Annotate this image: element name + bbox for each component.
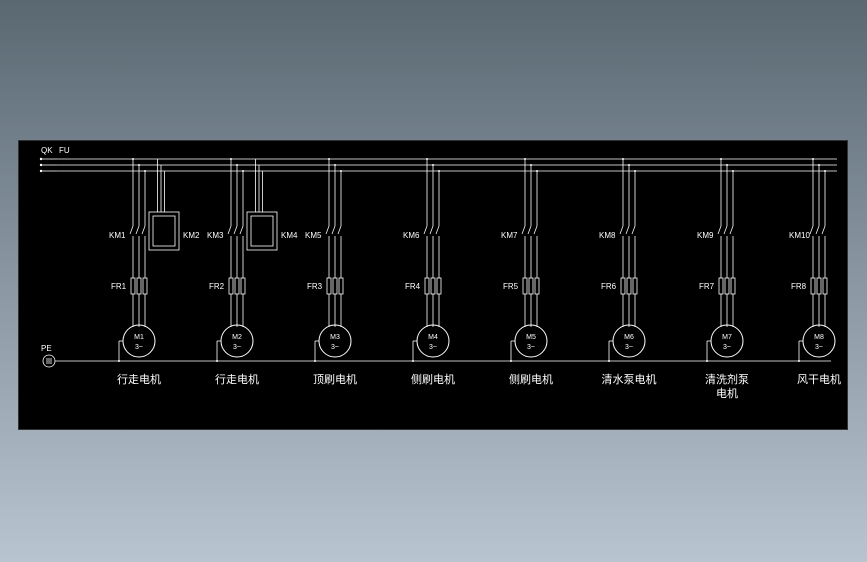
motor-6 — [711, 325, 743, 357]
motor-2 — [319, 325, 351, 357]
km-label-2: KM5 — [305, 231, 322, 240]
km-label-7: KM10 — [789, 231, 810, 240]
motor-name-5: 清水泵电机 — [602, 372, 657, 386]
motor-id-6: M7 — [722, 334, 732, 341]
motor-phase-3: 3~ — [429, 344, 437, 351]
km-label-1: KM3 — [207, 231, 224, 240]
motor-0 — [123, 325, 155, 357]
motor-id-7: M8 — [814, 334, 824, 341]
motor-phase-2: 3~ — [331, 344, 339, 351]
fr-label-5: FR6 — [601, 282, 617, 291]
motor-phase-6: 3~ — [723, 344, 731, 351]
motor-id-5: M6 — [624, 334, 634, 341]
km2-label-0: KM2 — [183, 231, 200, 240]
km-label-6: KM9 — [697, 231, 714, 240]
motor-1 — [221, 325, 253, 357]
bus-label-fu: FU — [59, 146, 70, 155]
motor-3 — [417, 325, 449, 357]
motor-5 — [613, 325, 645, 357]
motor-id-2: M3 — [330, 334, 340, 341]
motor-id-3: M4 — [428, 334, 438, 341]
schematic-panel: QK FU PE KM1 KM2 FR1 M1 3~ 行走电机 KM3 KM4 FR2 M2 3~ 行走电机… — [18, 140, 848, 430]
fr-label-4: FR5 — [503, 282, 519, 291]
motor-name-2: 顶刷电机 — [313, 372, 357, 386]
motor-name-7: 风干电机 — [797, 372, 841, 386]
km2-label-1: KM4 — [281, 231, 298, 240]
motor-phase-5: 3~ — [625, 344, 633, 351]
motor-name2-6: 电机 — [716, 386, 738, 400]
fr-label-0: FR1 — [111, 282, 127, 291]
motor-name-4: 侧刷电机 — [509, 372, 553, 386]
motor-name-1: 行走电机 — [215, 372, 259, 386]
km-label-0: KM1 — [109, 231, 126, 240]
schematic-svg: QK FU PE KM1 KM2 FR1 M1 3~ 行走电机 KM3 KM4 FR2 M2 3~ 行走电机… — [19, 141, 849, 431]
motor-id-0: M1 — [134, 334, 144, 341]
motor-name-3: 侧刷电机 — [411, 372, 455, 386]
motor-phase-4: 3~ — [527, 344, 535, 351]
km-label-4: KM7 — [501, 231, 518, 240]
motor-name-6: 清洗剂泵 — [705, 372, 749, 386]
motor-7 — [803, 325, 835, 357]
bus-label-qk: QK — [41, 146, 53, 155]
fr-label-2: FR3 — [307, 282, 323, 291]
motor-phase-1: 3~ — [233, 344, 241, 351]
fr-label-6: FR7 — [699, 282, 715, 291]
km-label-3: KM6 — [403, 231, 420, 240]
motor-id-1: M2 — [232, 334, 242, 341]
fr-label-7: FR8 — [791, 282, 807, 291]
fr-label-3: FR4 — [405, 282, 421, 291]
pe-label: PE — [41, 344, 52, 353]
motor-id-4: M5 — [526, 334, 536, 341]
motor-phase-0: 3~ — [135, 344, 143, 351]
motor-phase-7: 3~ — [815, 344, 823, 351]
motor-name-0: 行走电机 — [117, 372, 161, 386]
motor-4 — [515, 325, 547, 357]
fr-label-1: FR2 — [209, 282, 225, 291]
km-label-5: KM8 — [599, 231, 616, 240]
